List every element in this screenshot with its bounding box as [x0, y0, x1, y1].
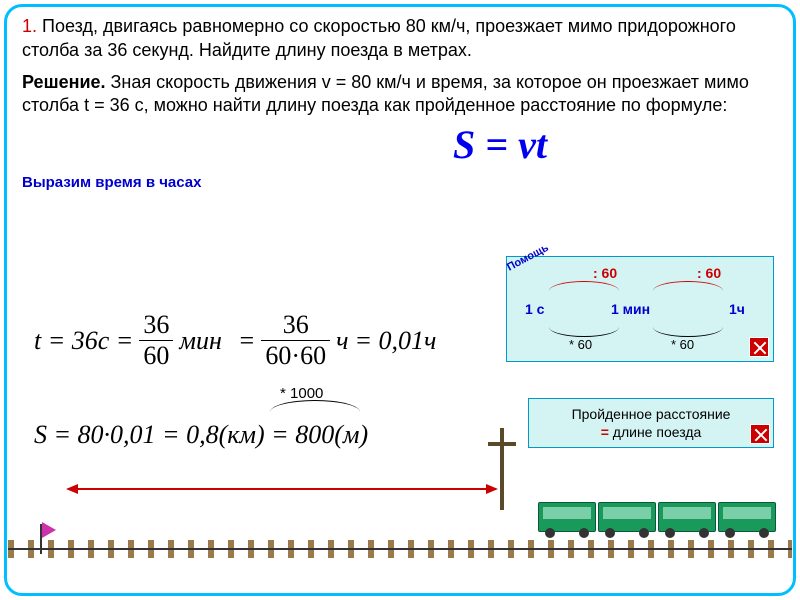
arc-top-1 — [549, 281, 619, 301]
formula-t-unit1: мин — [179, 326, 222, 356]
solution-label: Решение. — [22, 72, 106, 92]
help-unit-sec: 1 с — [525, 301, 544, 317]
train-car — [658, 502, 716, 532]
rail-line — [8, 548, 792, 550]
formula-t-unit2: ч — [336, 326, 348, 356]
train — [538, 502, 776, 532]
help-unit-hr: 1ч — [729, 301, 745, 317]
mult-1000-note: * 1000 — [280, 385, 323, 402]
solution-body: Зная скорость движения v = 80 км/ч и вре… — [22, 72, 749, 115]
roadside-pole — [500, 428, 504, 510]
problem-body: Поезд, двигаясь равномерно со скоростью … — [22, 16, 736, 60]
content-area: 1. Поезд, двигаясь равномерно со скорост… — [22, 14, 778, 191]
train-car — [718, 502, 776, 532]
dist-line2-text: длине поезда — [613, 424, 701, 440]
formula-t-prefix: t = 36с = — [34, 326, 133, 356]
help-mul60-2: * 60 — [671, 337, 694, 352]
flag-triangle — [42, 522, 56, 538]
length-arrow — [68, 488, 496, 490]
formula-t-result: = 0,01ч — [354, 326, 436, 356]
arc-bottom-2 — [653, 317, 723, 337]
help-conversion-box: Помощь : 60 : 60 1 с 1 мин 1ч * 60 * 60 — [506, 256, 774, 362]
problem-statement: 1. Поезд, двигаясь равномерно со скорост… — [22, 14, 778, 63]
close-dist-button[interactable] — [750, 424, 770, 444]
problem-number: 1. — [22, 16, 37, 36]
frac-36-60: 36 60 — [139, 310, 173, 371]
hint-label: Выразим время в часах — [22, 174, 778, 191]
help-div60-2: : 60 — [697, 265, 721, 281]
pole-crossbar — [488, 442, 516, 446]
arc-top-2 — [653, 281, 723, 301]
dist-line1: Пройденное расстояние — [529, 405, 773, 423]
distance-equals-length-box: Пройденное расстояние = длине поезда — [528, 398, 774, 448]
formula-time: t = 36с = 36 60 мин = 36 60·60 ч = 0,01ч — [34, 310, 436, 371]
arc-bottom-1 — [549, 317, 619, 337]
dist-line2: = длине поезда — [529, 423, 773, 441]
train-car — [598, 502, 656, 532]
dist-eq: = — [601, 424, 609, 440]
formula-main: S = vt — [222, 121, 778, 168]
help-mul60-1: * 60 — [569, 337, 592, 352]
start-flag — [40, 524, 42, 554]
close-help-button[interactable] — [749, 337, 769, 357]
help-unit-min: 1 мин — [611, 301, 650, 317]
frac-36-3600: 36 60·60 — [261, 310, 330, 371]
train-car — [538, 502, 596, 532]
solution-paragraph: Решение. Зная скорость движения v = 80 к… — [22, 71, 778, 118]
help-div60-1: : 60 — [593, 265, 617, 281]
formula-distance: S = 80·0,01 = 0,8(км) = 800(м) — [34, 420, 368, 450]
formula-t-eq2: = — [238, 326, 256, 356]
